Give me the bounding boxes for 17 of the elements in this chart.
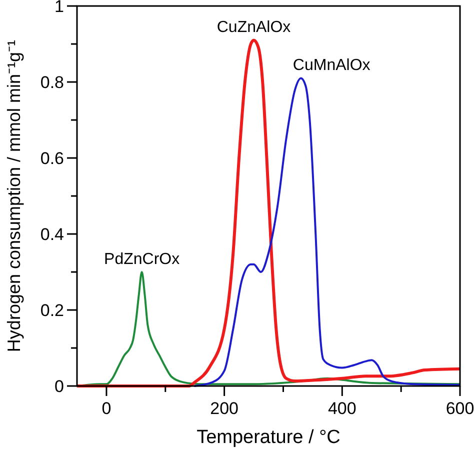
series-label: CuZnAlOx	[216, 19, 291, 36]
y-tick-label: 1	[54, 0, 64, 16]
series-label: PdZnCrOx	[104, 251, 180, 268]
y-tick-label: 0.8	[40, 72, 64, 92]
y-tick-label: 0.2	[40, 300, 64, 320]
x-tick-label: 600	[446, 399, 474, 418]
y-tick-label: 0.6	[40, 148, 64, 168]
series-label: CuMnAlOx	[292, 57, 370, 74]
y-tick-label: 0.4	[40, 224, 64, 244]
x-tick-label: 200	[210, 399, 238, 418]
x-tick-label: 0	[102, 399, 112, 418]
x-axis-title: Temperature / °C	[196, 427, 340, 448]
line-series	[77, 38, 460, 388]
line-series	[194, 77, 460, 387]
y-tick-label: 0	[54, 376, 64, 396]
y-axis-title: Hydrogen consumption / mmol min⁻¹g⁻¹	[4, 40, 24, 352]
x-tick-label: 400	[328, 399, 356, 418]
